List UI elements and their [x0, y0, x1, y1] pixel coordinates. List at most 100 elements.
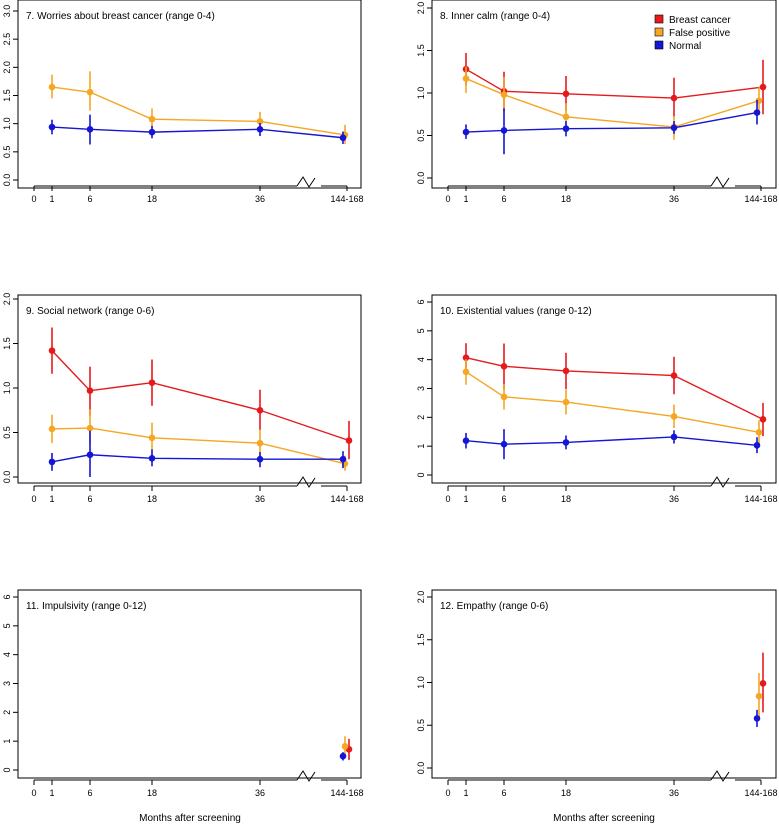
data-point-false_positive [256, 439, 264, 447]
data-point-normal [562, 125, 570, 132]
data-point-normal [339, 455, 347, 463]
data-point-false_positive [148, 434, 156, 442]
y-tick-label: 3 [2, 681, 12, 686]
axis-break-mark [710, 770, 730, 782]
series-line-false_positive [51, 86, 346, 136]
data-point-false_positive [755, 692, 763, 700]
panel-title: 9. Social network (range 0-6) [26, 306, 154, 317]
data-point-breast_cancer [48, 347, 56, 354]
data-point-breast_cancer [500, 362, 508, 370]
data-point-false_positive [48, 83, 56, 91]
legend-label: Breast cancer [669, 15, 731, 26]
panel-title: 11. Impulsivity (range 0-12) [26, 601, 146, 612]
data-point-normal [256, 126, 264, 133]
data-point-false_positive [148, 115, 156, 123]
y-tick-label: 0.5 [2, 146, 12, 159]
x-tick-label: 1 [463, 194, 468, 204]
data-point-normal [148, 128, 156, 136]
data-point-normal [753, 109, 761, 116]
data-point-false_positive [670, 413, 678, 420]
data-point-false_positive [86, 424, 94, 432]
axis-break-mark [296, 476, 316, 488]
data-point-breast_cancer [148, 379, 156, 386]
data-point-normal [48, 123, 56, 131]
x-tick-label: 1 [463, 494, 468, 504]
legend-label: Normal [669, 41, 701, 52]
series-line-breast_cancer [465, 356, 764, 420]
y-tick-label: 2.5 [2, 33, 12, 46]
x-tick-label: 144-168 [330, 788, 363, 798]
y-tick-label: 3 [416, 386, 426, 391]
y-tick-label: 2 [2, 710, 12, 715]
x-tick-label: 6 [87, 494, 92, 504]
y-tick-label: 2.0 [2, 61, 12, 74]
y-tick-label: 1.5 [416, 44, 426, 57]
x-tick-label: 36 [255, 494, 265, 504]
data-point-breast_cancer [670, 94, 678, 102]
data-point-normal [500, 127, 508, 134]
data-point-breast_cancer [345, 437, 353, 444]
legend-swatch-breast_cancer [654, 14, 664, 24]
series-line-normal [465, 436, 758, 446]
data-point-normal [256, 455, 264, 463]
data-point-false_positive [86, 88, 94, 96]
x-tick-label: 1 [463, 788, 468, 798]
chart-panel-8: 8. Inner calm (range 0-4) 0.0 0.5 1.0 1.5 2.0… [416, 0, 778, 204]
x-tick-label: 6 [501, 788, 506, 798]
panel-title: 7. Worries about breast cancer (range 0-… [26, 11, 215, 22]
data-point-false_positive [755, 429, 763, 436]
data-point-false_positive [562, 398, 570, 406]
x-tick-label: 36 [669, 788, 679, 798]
data-point-normal [670, 433, 678, 441]
y-tick-label: 0 [416, 472, 426, 477]
x-tick-label: 18 [561, 494, 571, 504]
x-tick-label: 144-168 [744, 788, 777, 798]
x-tick-label: 1 [49, 788, 54, 798]
data-point-normal [148, 455, 156, 462]
series-line-false_positive [465, 371, 760, 434]
data-point-normal [462, 128, 470, 136]
x-tick-label: 18 [147, 194, 157, 204]
x-tick-label: 18 [147, 788, 157, 798]
y-tick-label: 5 [2, 623, 12, 628]
y-tick-label: 2 [416, 415, 426, 420]
x-tick-label: 144-168 [330, 194, 363, 204]
y-tick-label: 5 [416, 328, 426, 333]
data-point-normal [753, 442, 761, 449]
y-tick-label: 1.0 [2, 117, 12, 130]
data-point-false_positive [256, 118, 264, 125]
axis-break-mark [710, 176, 730, 188]
data-point-breast_cancer [562, 367, 570, 375]
panel-title: 8. Inner calm (range 0-4) [440, 11, 550, 22]
data-point-normal [500, 440, 508, 448]
x-tick-label: 144-168 [744, 194, 777, 204]
y-tick-label: 0.0 [2, 471, 12, 484]
x-tick-label: 36 [255, 194, 265, 204]
legend-label: False positive [669, 28, 731, 39]
axis-break-mark [710, 476, 730, 488]
series-line-breast_cancer [465, 68, 764, 99]
data-point-false_positive [500, 91, 508, 98]
data-point-breast_cancer [562, 90, 570, 98]
legend-swatch-false_positive [654, 27, 664, 37]
x-tick-label: 0 [31, 194, 36, 204]
x-tick-label: 18 [147, 494, 157, 504]
data-point-normal [86, 126, 94, 133]
data-point-breast_cancer [759, 416, 767, 423]
axis-break-mark [296, 770, 316, 782]
x-tick-label: 6 [501, 494, 506, 504]
data-point-normal [86, 451, 94, 459]
x-tick-label: 0 [445, 494, 450, 504]
data-point-normal [670, 124, 678, 132]
legend: Breast cancer False positive Normal [654, 14, 731, 52]
plot-frame [431, 589, 777, 779]
y-tick-label: 6 [416, 299, 426, 304]
x-tick-label: 36 [669, 494, 679, 504]
y-tick-label: 0 [2, 767, 12, 772]
plot-frame [17, 589, 362, 779]
y-tick-label: 1 [416, 444, 426, 449]
data-point-breast_cancer [256, 406, 264, 414]
chart-panel-9: 9. Social network (range 0-6) 0.0 0.5 1.0 1.… [2, 293, 364, 504]
x-axis-label: Months after screening [139, 813, 241, 824]
data-point-normal [48, 458, 56, 466]
